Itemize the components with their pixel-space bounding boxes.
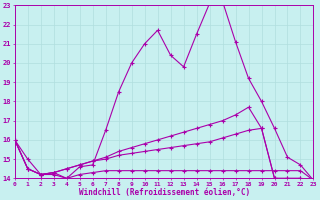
X-axis label: Windchill (Refroidissement éolien,°C): Windchill (Refroidissement éolien,°C) <box>78 188 250 197</box>
